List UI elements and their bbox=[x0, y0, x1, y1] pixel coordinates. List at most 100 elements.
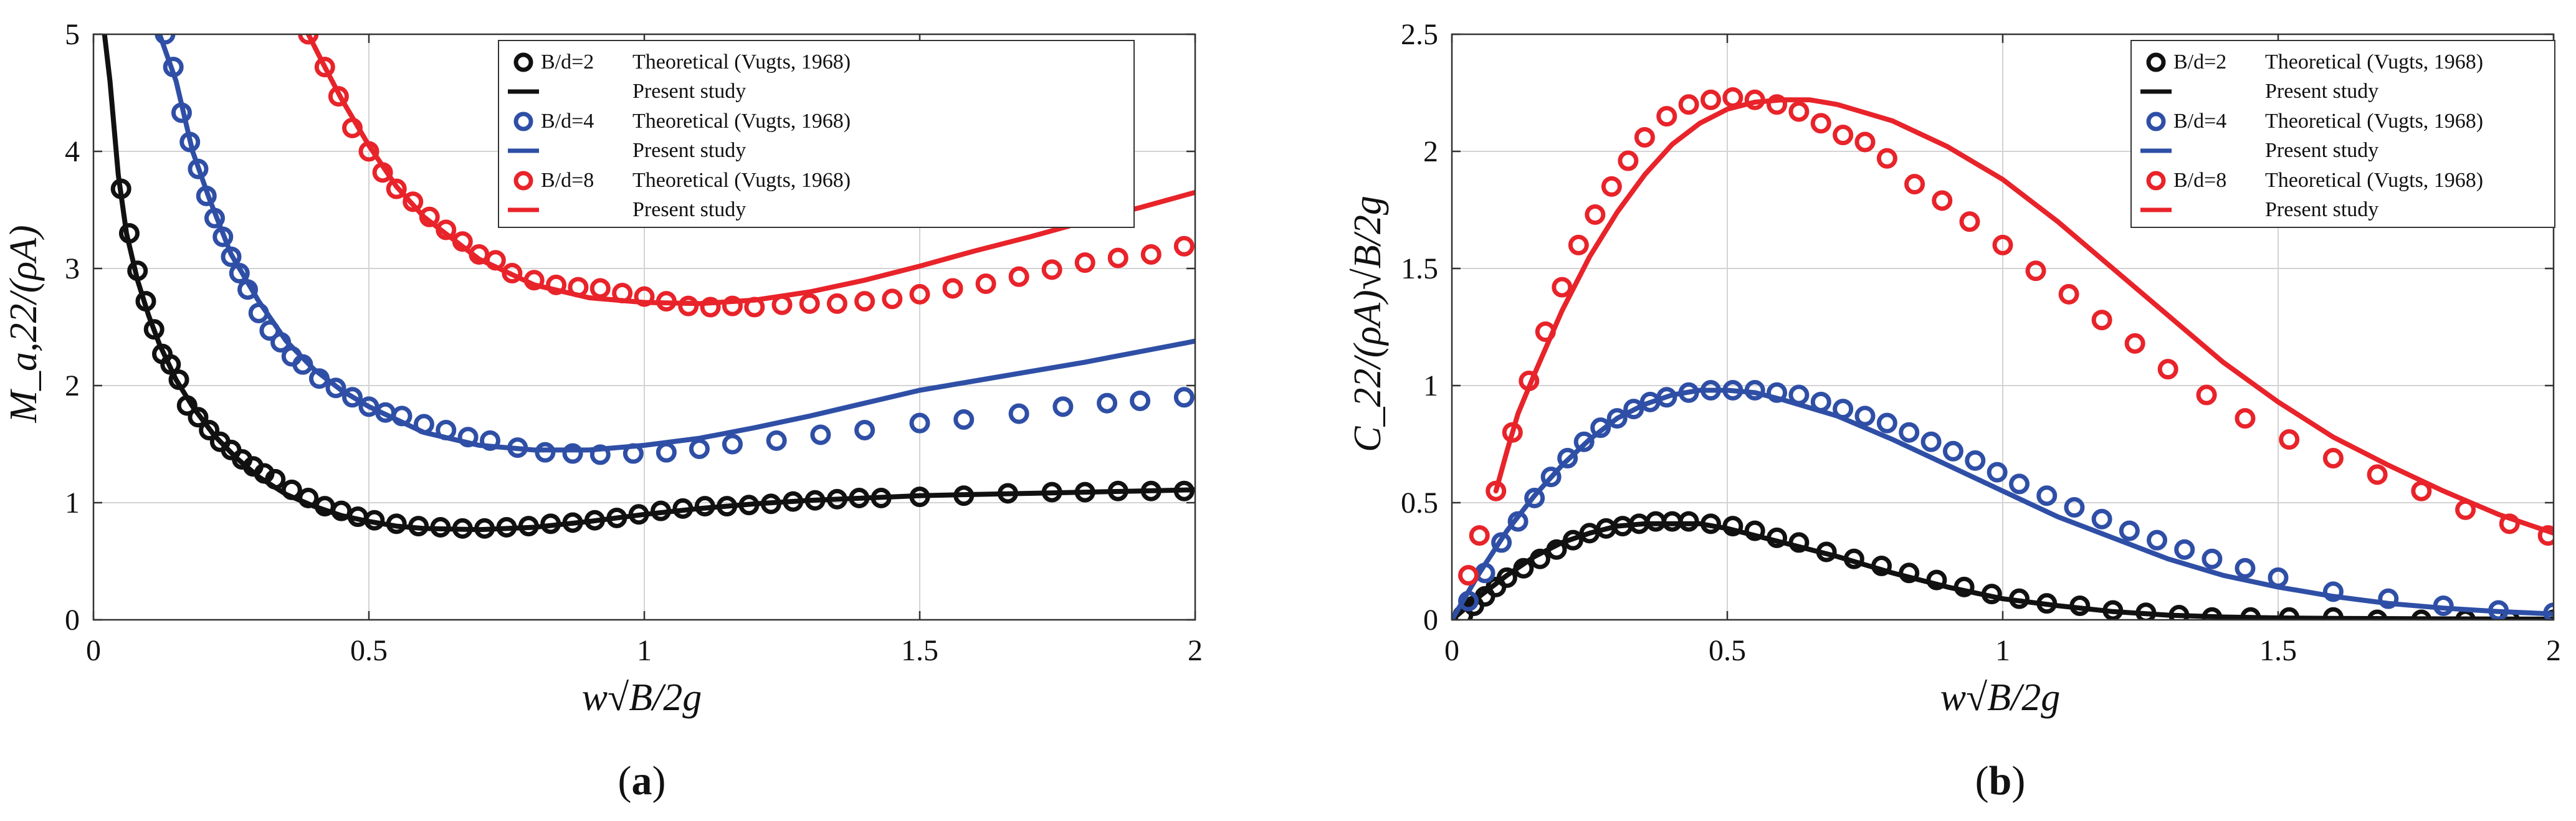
data-point-b-d-8-theoretical-vugts-1968- bbox=[1041, 259, 1062, 280]
data-point-b-d-8-theoretical-vugts-1968- bbox=[744, 297, 765, 318]
data-point-b-d-8-theoretical-vugts-1968- bbox=[358, 141, 379, 162]
data-point-b-d-4-theoretical-vugts-1968- bbox=[2091, 508, 2112, 529]
data-point-b-d-2-theoretical-vugts-1968- bbox=[518, 516, 539, 537]
data-point-b-d-4-theoretical-vugts-1968- bbox=[2433, 595, 2454, 616]
data-point-b-d-2-theoretical-vugts-1968- bbox=[2102, 600, 2124, 620]
data-point-b-d-4-theoretical-vugts-1968- bbox=[413, 414, 434, 435]
data-point-b-d-4-theoretical-vugts-1968- bbox=[171, 102, 192, 123]
data-point-b-d-4-theoretical-vugts-1968- bbox=[909, 412, 930, 434]
data-point-b-d-2-theoretical-vugts-1968- bbox=[2202, 607, 2223, 620]
legend-line-label: Present study bbox=[632, 139, 746, 162]
data-point-b-d-8-theoretical-vugts-1968- bbox=[678, 295, 699, 316]
data-point-b-d-2-theoretical-vugts-1968- bbox=[496, 516, 517, 538]
data-point-b-d-2-theoretical-vugts-1968- bbox=[672, 498, 694, 519]
data-point-b-d-8-theoretical-vugts-1968- bbox=[1618, 150, 1639, 171]
y-tick-label: 5 bbox=[65, 18, 80, 51]
legend-marker bbox=[2146, 112, 2166, 131]
x-axis-label: w√B/2g bbox=[582, 676, 702, 719]
data-point-b-d-4-theoretical-vugts-1968- bbox=[1767, 382, 1788, 403]
data-point-b-d-2-theoretical-vugts-1968- bbox=[168, 369, 189, 391]
data-point-b-d-8-theoretical-vugts-1968- bbox=[523, 270, 545, 291]
y-tick-label: 2 bbox=[1423, 135, 1438, 168]
data-point-b-d-8-theoretical-vugts-1968- bbox=[1722, 87, 1744, 108]
data-point-b-d-4-theoretical-vugts-1968- bbox=[196, 185, 217, 206]
data-point-b-d-4-theoretical-vugts-1968- bbox=[1606, 408, 1628, 429]
x-tick-label: 1 bbox=[1995, 634, 2010, 667]
y-tick-label: 1 bbox=[65, 486, 80, 520]
data-point-b-d-4-theoretical-vugts-1968- bbox=[1942, 440, 1963, 462]
data-point-b-d-2-theoretical-vugts-1968- bbox=[804, 490, 826, 511]
data-point-b-d-2-theoretical-vugts-1968- bbox=[1678, 511, 1699, 532]
data-point-b-d-8-theoretical-vugts-1968- bbox=[1810, 113, 1831, 134]
data-point-b-d-2-theoretical-vugts-1968- bbox=[135, 291, 156, 312]
data-point-b-d-4-theoretical-vugts-1968- bbox=[1590, 417, 1611, 439]
data-point-b-d-8-theoretical-vugts-1968- bbox=[1904, 174, 1925, 195]
data-point-b-d-2-theoretical-vugts-1968- bbox=[540, 513, 561, 534]
data-point-b-d-4-theoretical-vugts-1968- bbox=[1052, 396, 1074, 417]
data-point-b-d-4-theoretical-vugts-1968- bbox=[2036, 485, 2058, 506]
data-point-b-d-4-theoretical-vugts-1968- bbox=[1524, 487, 1545, 508]
data-point-b-d-4-theoretical-vugts-1968- bbox=[1833, 399, 1854, 420]
data-point-b-d-4-theoretical-vugts-1968- bbox=[292, 354, 313, 375]
data-point-b-d-4-theoretical-vugts-1968- bbox=[1130, 390, 1151, 411]
data-point-b-d-8-theoretical-vugts-1968- bbox=[2025, 260, 2046, 282]
x-tick-label: 0.5 bbox=[350, 634, 388, 667]
data-point-b-d-2-theoretical-vugts-1968- bbox=[871, 487, 892, 508]
data-point-b-d-4-theoretical-vugts-1968- bbox=[1722, 380, 1744, 401]
data-point-b-d-8-theoretical-vugts-1968- bbox=[854, 291, 875, 312]
data-point-b-d-8-theoretical-vugts-1968- bbox=[1568, 234, 1589, 255]
data-point-b-d-4-theoretical-vugts-1968- bbox=[457, 427, 479, 448]
data-point-b-d-8-theoretical-vugts-1968- bbox=[1107, 247, 1128, 268]
data-point-b-d-8-theoretical-vugts-1968- bbox=[2196, 384, 2217, 406]
data-point-b-d-2-theoretical-vugts-1968- bbox=[281, 479, 302, 500]
data-point-b-d-4-theoretical-vugts-1968- bbox=[1540, 467, 1562, 488]
data-point-b-d-8-theoretical-vugts-1968- bbox=[1601, 176, 1622, 197]
data-point-b-d-2-theoretical-vugts-1968- bbox=[760, 493, 781, 515]
y-axis-label: C_22/(ρA)√B/2g bbox=[1347, 196, 1389, 452]
data-point-b-d-2-theoretical-vugts-1968- bbox=[694, 496, 715, 517]
data-point-b-d-4-theoretical-vugts-1968- bbox=[953, 409, 975, 430]
legend-series-name: B/d=2 bbox=[541, 50, 594, 74]
data-point-b-d-4-theoretical-vugts-1968- bbox=[2378, 588, 2399, 609]
panel-label-open: ( bbox=[1975, 758, 1989, 804]
data-point-b-d-2-theoretical-vugts-1968- bbox=[953, 485, 975, 506]
data-point-b-d-8-theoretical-vugts-1968- bbox=[386, 178, 407, 199]
data-point-b-d-4-theoretical-vugts-1968- bbox=[270, 331, 292, 353]
data-point-b-d-4-theoretical-vugts-1968- bbox=[1854, 406, 1876, 427]
legend-series-name: B/d=8 bbox=[541, 169, 594, 192]
data-point-b-d-4-theoretical-vugts-1968- bbox=[2268, 567, 2289, 588]
panel-label-close: ) bbox=[2011, 758, 2025, 804]
data-point-b-d-4-theoretical-vugts-1968- bbox=[179, 131, 201, 153]
data-point-b-d-8-theoretical-vugts-1968- bbox=[1992, 234, 2013, 255]
data-point-b-d-8-theoretical-vugts-1968- bbox=[1140, 244, 1162, 265]
series-line-b-d-4-present-study bbox=[157, 34, 1195, 453]
data-point-b-d-8-theoretical-vugts-1968- bbox=[942, 278, 963, 299]
data-point-b-d-2-theoretical-vugts-1968- bbox=[1700, 513, 1721, 534]
data-point-b-d-8-theoretical-vugts-1968- bbox=[826, 293, 847, 314]
data-point-b-d-8-theoretical-vugts-1968- bbox=[2367, 464, 2388, 485]
data-point-b-d-8-theoretical-vugts-1968- bbox=[436, 219, 457, 240]
panel-b: 0 0.5 1 1.5 2 0 0.5 1 1.5 2 2.5 B/d=2 Theoretical (V… bbox=[1347, 18, 2561, 804]
legend-marker-label: Theoretical (Vugts, 1968) bbox=[632, 110, 851, 133]
data-point-b-d-8-theoretical-vugts-1968- bbox=[485, 250, 506, 271]
data-point-b-d-4-theoretical-vugts-1968- bbox=[1507, 511, 1529, 532]
data-point-b-d-8-theoretical-vugts-1968- bbox=[2279, 429, 2300, 450]
y-tick-label: 1.5 bbox=[1401, 252, 1438, 285]
legend-series-name: B/d=2 bbox=[2173, 50, 2226, 74]
x-tick-label: 1 bbox=[637, 634, 652, 667]
data-point-b-d-2-theoretical-vugts-1968- bbox=[265, 468, 286, 490]
x-tick-label: 1.5 bbox=[2259, 634, 2297, 667]
data-point-b-d-4-theoretical-vugts-1968- bbox=[391, 406, 413, 427]
data-point-b-d-4-theoretical-vugts-1968- bbox=[589, 444, 611, 465]
data-point-b-d-4-theoretical-vugts-1968- bbox=[204, 207, 225, 229]
data-point-b-d-4-theoretical-vugts-1968- bbox=[854, 419, 875, 440]
data-point-b-d-8-theoretical-vugts-1968- bbox=[1469, 525, 1490, 546]
data-point-b-d-4-theoretical-vugts-1968- bbox=[656, 442, 677, 463]
data-point-b-d-8-theoretical-vugts-1968- bbox=[722, 295, 743, 316]
data-point-b-d-8-theoretical-vugts-1968- bbox=[1458, 565, 1479, 586]
data-point-b-d-4-theoretical-vugts-1968- bbox=[2147, 529, 2168, 551]
data-point-b-d-2-theoretical-vugts-1968- bbox=[143, 319, 165, 340]
y-tick-label: 4 bbox=[65, 135, 80, 168]
data-point-b-d-2-theoretical-vugts-1968- bbox=[849, 487, 870, 508]
